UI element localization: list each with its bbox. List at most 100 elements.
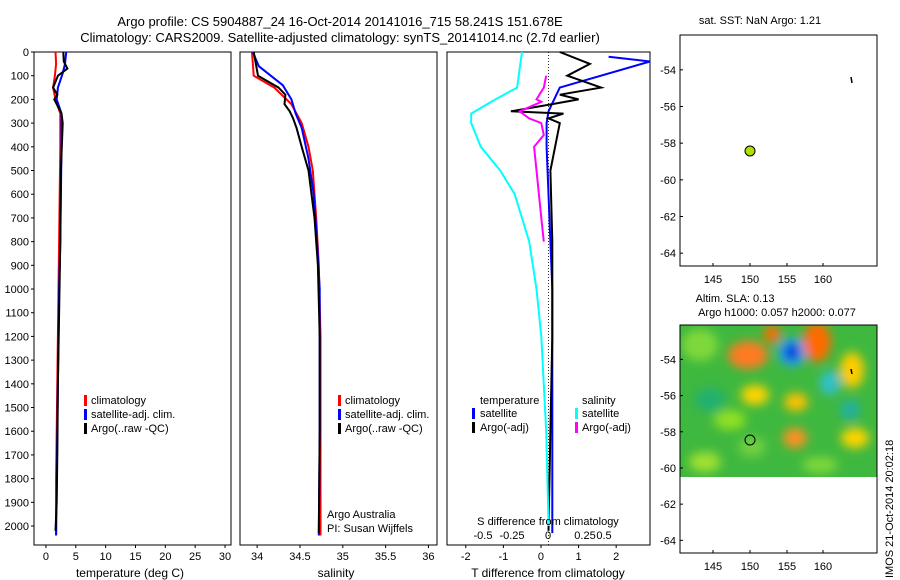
legend-swatch-satellite xyxy=(338,409,341,420)
salinity-x-tick-label: 35.5 xyxy=(375,551,396,563)
diff-sal-satellite-line xyxy=(470,51,550,527)
legend-swatch-argo xyxy=(84,423,87,434)
map_sla-x-tick-label: 160 xyxy=(814,561,832,573)
salinity-x-tick-label: 34 xyxy=(251,551,263,563)
map_sla-y-tick-label: -58 xyxy=(660,427,676,439)
sst-map-title: sat. SST: NaN Argo: 1.21 xyxy=(699,15,821,27)
depth-tick-label: 200 xyxy=(11,94,29,106)
depth-tick-label: 1800 xyxy=(5,474,29,486)
temperature-xlabel: temperature (deg C) xyxy=(76,566,184,580)
difference-lines xyxy=(470,51,651,534)
temperature-x-ticks: 0 5 10 15 20 25 30 xyxy=(43,545,231,563)
map_sla-y-tick-label: -60 xyxy=(660,463,676,475)
temperature-x-tick-label: 0 xyxy=(43,551,49,563)
depth-tick-label: 400 xyxy=(11,142,29,154)
map_sst-y-tick-label: -56 xyxy=(660,102,676,114)
map_sla-y-tick-label: -54 xyxy=(660,354,676,366)
credit-argo-australia: Argo Australia xyxy=(327,509,396,521)
salinity-difference-tick-label: 0.5 xyxy=(596,530,611,542)
legend-label-satellite: satellite-adj. clim. xyxy=(91,409,175,421)
depth-tick-label: 1200 xyxy=(5,331,29,343)
sla-map-frame xyxy=(679,324,878,554)
diff-temp-argo-line xyxy=(510,51,606,531)
salinity-satellite-line xyxy=(251,51,321,536)
difference-x-tick-label: 1 xyxy=(576,551,582,563)
legend-label-temp-argo: Argo(-adj) xyxy=(480,422,529,434)
map_sst-x-tick-label: 145 xyxy=(704,274,722,286)
temperature-x-tick-label: 15 xyxy=(129,551,141,563)
depth-tick-label: 500 xyxy=(11,166,29,178)
legend-label-temp-satellite: satellite xyxy=(480,408,517,420)
salinity-plot-frame xyxy=(239,51,438,546)
difference-x-ticks: -2 -1 0 1 2 xyxy=(461,545,619,563)
legend-swatch-temp-satellite xyxy=(472,408,475,419)
map_sla-x-tick-label: 150 xyxy=(741,561,759,573)
depth-tick-label: 1500 xyxy=(5,403,29,415)
temperature-lines xyxy=(51,51,69,536)
salinity-difference-axis-label: S difference from climatology xyxy=(477,516,619,528)
figure-title-line2: Climatology: CARS2009. Satellite-adjuste… xyxy=(80,30,600,45)
depth-tick-label: 1900 xyxy=(5,497,29,509)
diff-sal-argo-line xyxy=(517,75,548,242)
legend-label-argo: Argo(..raw -QC) xyxy=(91,423,169,435)
depth-tick-label: 1600 xyxy=(5,426,29,438)
map_sst-y-tick-label: -60 xyxy=(660,175,676,187)
map_sst-x-tick-label: 150 xyxy=(741,274,759,286)
temperature-x-tick-label: 30 xyxy=(219,551,231,563)
legend-swatch-temp-argo xyxy=(472,422,475,433)
map_sst-x-tick-label: 155 xyxy=(778,274,796,286)
depth-tick-label: 100 xyxy=(11,71,29,83)
depth-tick-label: 600 xyxy=(11,189,29,201)
temperature-x-tick-label: 10 xyxy=(100,551,112,563)
map_sla-x-tick-label: 145 xyxy=(704,561,722,573)
legend-label-sal-satellite: satellite xyxy=(582,408,619,420)
temperature-plot-frame xyxy=(33,51,232,546)
sla-map-ticks: 145 150 155 160 -54 -56 -58 -60 -62 -64 xyxy=(660,354,832,573)
legend-label-climatology: climatology xyxy=(345,395,401,407)
salinity-x-ticks: 34 34.5 35 35.5 36 xyxy=(251,545,435,563)
temperature-argo-line xyxy=(51,51,69,531)
legend-swatch-sal-argo xyxy=(575,422,578,433)
sst-map-ticks: 145 150 155 160 -54 -56 -58 -60 -62 -64 xyxy=(660,65,832,286)
depth-tick-label: 0 xyxy=(23,47,29,59)
temperature-x-tick-label: 5 xyxy=(73,551,79,563)
depth-tick-label: 800 xyxy=(11,237,29,249)
legend-header-temperature: temperature xyxy=(480,395,539,407)
salinity-lines xyxy=(251,51,322,536)
legend-swatch-satellite xyxy=(84,409,87,420)
salinity-x-tick-label: 34.5 xyxy=(289,551,310,563)
legend-swatch-sal-satellite xyxy=(575,408,578,419)
depth-tick-label: 900 xyxy=(11,260,29,272)
salinity-legend: climatology satellite-adj. clim. Argo(..… xyxy=(338,395,429,435)
depth-tick-label: 2000 xyxy=(5,521,29,533)
depth-tick-label: 700 xyxy=(11,213,29,225)
sla-field-blobs xyxy=(682,325,869,473)
map_sla-x-tick-label: 155 xyxy=(778,561,796,573)
map_sst-y-tick-label: -58 xyxy=(660,138,676,150)
depth-axis-ticks: 0 100 200 300 400 500 600 700 800 900 1000 1100 1200… xyxy=(5,47,34,533)
difference-x-tick-label: 0 xyxy=(538,551,544,563)
temperature-legend: climatology satellite-adj. clim. Argo(..… xyxy=(84,395,175,435)
diff-temp-satellite-line xyxy=(545,55,651,534)
salinity-difference-tick-label: 0.25 xyxy=(574,530,595,542)
difference-xlabel: T difference from climatology xyxy=(471,566,625,580)
depth-tick-label: 1000 xyxy=(5,284,29,296)
map_sst-y-tick-label: -54 xyxy=(660,65,676,77)
legend-swatch-argo xyxy=(338,423,341,434)
salinity-climatology-line xyxy=(251,51,322,536)
legend-label-argo: Argo(..raw -QC) xyxy=(345,423,423,435)
difference-x-tick-label: 2 xyxy=(613,551,619,563)
legend-label-sal-argo: Argo(-adj) xyxy=(582,422,631,434)
depth-tick-label: 1400 xyxy=(5,379,29,391)
sst-map-argo-position xyxy=(744,145,756,157)
legend-label-satellite: satellite-adj. clim. xyxy=(345,409,429,421)
credit-pi-name: PI: Susan Wijffels xyxy=(327,523,413,535)
legend-header-salinity: salinity xyxy=(582,395,616,407)
salinity-difference-tick-label: 0 xyxy=(545,530,551,542)
temperature-x-tick-label: 20 xyxy=(159,551,171,563)
salinity-xlabel: salinity xyxy=(318,566,355,580)
difference-x-tick-label: -1 xyxy=(498,551,508,563)
sst-map-track-mark xyxy=(850,76,853,84)
map_sla-y-tick-label: -56 xyxy=(660,391,676,403)
